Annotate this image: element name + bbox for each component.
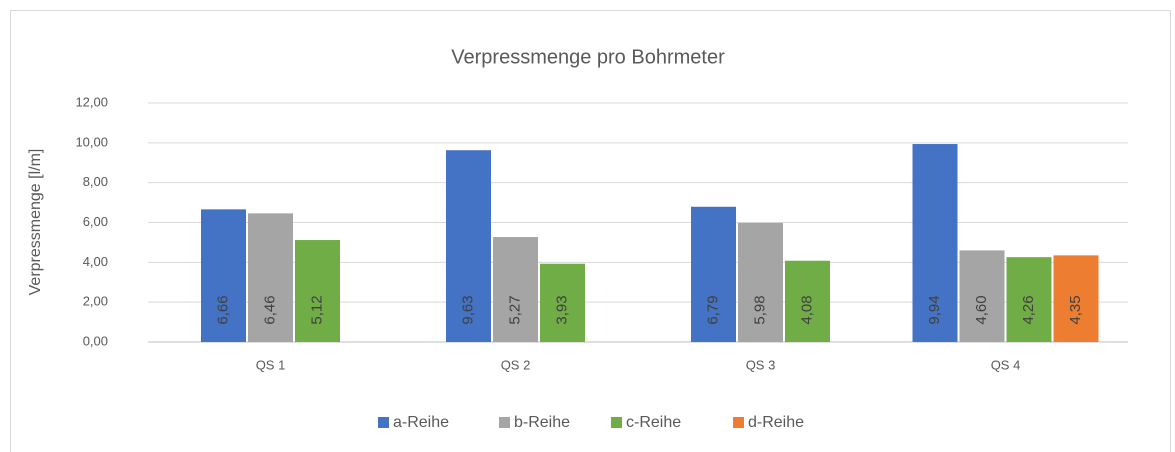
bar [493,237,538,342]
chart-title: Verpressmenge pro Bohrmeter [451,46,725,68]
value-label: 5,12 [308,295,325,324]
bar [738,222,783,342]
legend-swatch [499,417,510,428]
legend-swatch [378,417,389,428]
x-tick-label: QS 4 [991,357,1021,372]
y-tick-label: 6,00 [83,214,108,229]
y-tick-label: 0,00 [83,333,108,348]
bar [691,206,736,342]
y-tick-label: 10,00 [75,134,108,149]
bar [295,240,340,342]
value-label: 6,66 [214,295,231,324]
value-label: 9,94 [926,295,943,324]
bar [248,213,293,342]
bar [785,260,830,342]
x-tick-label: QS 1 [256,357,286,372]
y-axis-title: Verpressmenge [l/m] [27,149,44,296]
value-label: 4,08 [798,295,815,324]
x-tick-label: QS 3 [746,357,776,372]
bar [912,144,958,342]
y-tick-label: 12,00 [75,94,108,109]
y-tick-label: 4,00 [83,254,108,269]
value-label: 4,60 [973,295,990,324]
legend-label: c-Reihe [626,414,681,431]
x-tick-label: QS 2 [501,357,531,372]
bar [959,250,1005,342]
legend-label: d-Reihe [748,414,804,431]
chart-frame [10,10,1171,452]
legend-swatch [733,417,744,428]
value-label: 6,46 [261,295,278,324]
value-label: 5,98 [751,295,768,324]
value-label: 5,27 [506,295,523,324]
value-label: 3,93 [553,295,570,324]
legend-swatch [611,417,622,428]
bar [201,209,246,342]
bar [1006,257,1052,342]
bar [446,150,491,342]
value-label: 4,35 [1067,295,1084,324]
y-tick-label: 2,00 [83,294,108,309]
legend-label: b-Reihe [514,414,570,431]
value-label: 9,63 [459,295,476,324]
bar [540,263,585,342]
legend-label: a-Reihe [393,414,449,431]
value-label: 4,26 [1020,295,1037,324]
bar [1053,255,1099,342]
y-tick-label: 8,00 [83,174,108,189]
value-label: 6,79 [704,295,721,324]
